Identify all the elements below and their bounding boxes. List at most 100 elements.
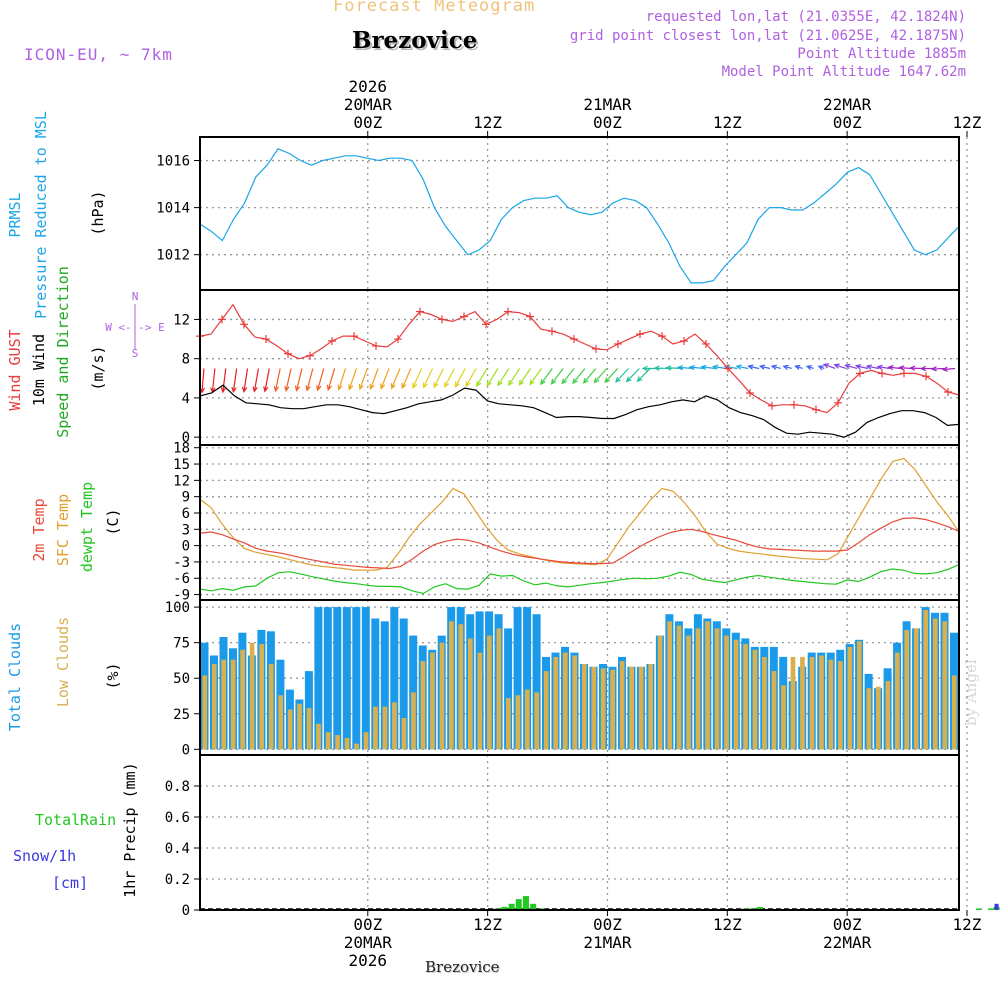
top-time-label: 22MAR: [823, 95, 872, 114]
gust-marker: [636, 330, 644, 339]
low-clouds-bar: [904, 629, 910, 750]
total-clouds-bar: [371, 618, 380, 750]
low-clouds-bar: [496, 628, 502, 750]
gust-marker: [658, 332, 666, 341]
clouds-ytick-label: 25: [173, 707, 190, 723]
wind-direction-arrow: [222, 368, 227, 393]
wind-direction-arrow: [856, 365, 869, 370]
wind-direction-arrow: [497, 368, 510, 386]
gust-marker: [790, 400, 798, 409]
gust-marker: [856, 369, 864, 378]
wind-direction-arrow: [701, 366, 716, 370]
low-clouds-bar: [895, 652, 900, 750]
low-clouds-bar: [524, 689, 530, 750]
snow-bar: [994, 903, 999, 910]
wind-arrow-head: [252, 386, 258, 393]
rain-bar: [987, 908, 994, 910]
total-clouds-bar: [352, 607, 361, 750]
wind-arrow-head: [615, 376, 621, 383]
wind-arrow-head: [930, 366, 937, 372]
low-clouds-bar: [240, 649, 245, 750]
bottom-time-label: 2026: [349, 951, 388, 970]
gust-marker: [372, 341, 380, 350]
wind-arrow-head: [919, 365, 927, 372]
rain-bar: [508, 903, 515, 910]
wind-arrow-head: [358, 383, 364, 391]
wind-arrow-head: [735, 364, 742, 370]
temperature-ytick-label: 6: [182, 506, 190, 522]
low-clouds-bar: [714, 628, 720, 750]
wind-arrow-head: [305, 385, 311, 392]
wind-direction-arrow: [540, 368, 553, 385]
wind-direction-arrow: [359, 368, 368, 390]
total-clouds-bar: [532, 614, 541, 750]
wind-direction-arrow: [572, 368, 586, 384]
bottom-time-label: 22MAR: [823, 933, 872, 952]
precipitation-ytick-label: 0.2: [165, 872, 190, 888]
wind-arrow-head: [284, 385, 290, 393]
low-clouds-bar: [230, 659, 236, 750]
wind-direction-arrow: [264, 368, 270, 392]
low-clouds-bar: [676, 625, 682, 750]
wind-direction-arrow: [274, 368, 281, 392]
wind-direction-arrow: [327, 368, 336, 390]
total-clouds-bar: [513, 607, 522, 750]
wind-arrow-head: [454, 381, 460, 388]
gust-marker: [350, 332, 358, 341]
gridpoint-coords: grid point closest lon,lat (21.0625E, 42…: [569, 28, 966, 44]
low-clouds-bar: [600, 668, 606, 750]
low-clouds-bar: [752, 649, 758, 750]
clouds-ytick-label: 0: [182, 742, 190, 758]
wind-direction-arrow: [561, 368, 575, 384]
gust-marker: [834, 398, 842, 407]
low-clouds-bar: [439, 642, 445, 750]
temperature-ytick-label: 3: [182, 522, 190, 538]
wind-speed-direction-label: Speed and Direction: [54, 266, 72, 438]
wind-direction-arrow: [626, 368, 640, 382]
low-clouds-bar: [771, 671, 777, 750]
wind-arrow-head: [529, 379, 535, 386]
low-clouds-bar: [657, 635, 663, 750]
bottom-time-label: 20MAR: [344, 933, 393, 952]
wind-direction-arrow: [529, 368, 542, 385]
low-clouds-bar: [809, 656, 815, 750]
top-time-label: 00Z: [593, 113, 622, 132]
precipitation-panel-bg: [200, 755, 959, 910]
temperature-ytick-label: 18: [173, 441, 190, 457]
low-clouds-bar: [316, 723, 321, 750]
low-clouds-bar: [249, 642, 255, 750]
product-title: Forecast Meteogram: [333, 0, 536, 16]
low-clouds-bar: [506, 698, 511, 750]
wind-arrow-head: [337, 384, 343, 391]
wind-gust-label: Wind GUST: [6, 329, 24, 410]
wind-arrow-head: [422, 382, 428, 389]
gust-line: [199, 303, 960, 414]
top-time-label: 2026: [349, 77, 388, 96]
low-clouds-bar: [629, 666, 634, 750]
pressure-ytick-label: 1012: [156, 248, 190, 264]
low-clouds-bar: [430, 652, 435, 750]
total-clouds-label: Total Clouds: [6, 623, 24, 731]
t2m-label: 2m Temp: [30, 498, 48, 561]
clouds-panel-bg: [200, 600, 959, 755]
wind-direction-arrow: [771, 365, 782, 370]
low-clouds-bar: [287, 709, 293, 750]
wind-arrow-head: [497, 380, 503, 387]
bottom-time-label: 00Z: [353, 915, 382, 934]
temperature-ytick-label: 12: [173, 473, 190, 489]
low-clouds-bar: [828, 659, 834, 750]
wind-arrow-head: [220, 387, 227, 394]
wind-direction-arrow: [317, 368, 325, 391]
low-clouds-bar: [781, 685, 786, 750]
wind-direction-arrow: [845, 364, 858, 370]
wind-arrow-head: [380, 383, 386, 390]
wind-arrow-head: [865, 364, 873, 370]
wind10m-line: [199, 384, 960, 438]
wind-arrow-head: [401, 382, 407, 390]
wind-direction-arrow: [285, 368, 292, 391]
pressure-panel-bg: [200, 137, 959, 290]
wind-arrow-head: [465, 381, 471, 388]
total-clouds-bar: [390, 607, 399, 750]
wind-arrow-head: [316, 384, 322, 392]
low-clouds-bar: [762, 656, 767, 750]
